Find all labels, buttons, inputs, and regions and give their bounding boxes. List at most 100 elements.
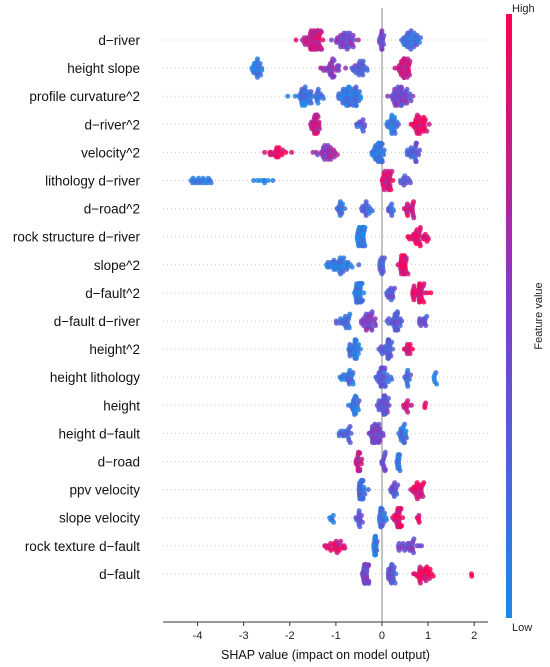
shap-point [407,58,413,64]
shap-point [362,243,368,249]
x-axis: -4 -3 -2 -1 0 1 2 SHAP value (impact on model … [163,621,488,662]
shap-point [403,428,409,434]
shap-point [407,180,413,186]
shap-point [341,255,347,261]
shap-point [389,213,395,218]
shap-point [336,63,342,69]
colorbar-gradient [506,14,512,618]
shap-point [417,147,423,153]
shap-point [339,210,345,216]
shap-point [342,206,348,212]
shap-point [398,506,404,512]
shap-point [353,84,359,90]
shap-point [405,271,411,277]
shap-point [423,323,429,329]
feature-label: rock texture d−fault [25,539,140,554]
shap-point [414,140,419,146]
shap-point [395,310,401,316]
shap-point [285,93,291,99]
shap-point [302,84,308,90]
shap-point [360,58,366,64]
shap-point [390,295,396,300]
shap-point [418,35,423,41]
shap-point [348,430,354,436]
shap-point [320,96,326,101]
shap-point [410,93,416,99]
shap-point [255,56,260,62]
shap-point [381,187,387,193]
x-tick-label: -3 [239,630,249,642]
shap-point [426,236,431,242]
shap-point [360,72,366,78]
shap-point [411,283,417,289]
shap-point [382,365,388,371]
shap-point [417,131,423,136]
x-ticks: -4 -3 -2 -1 0 1 2 [193,622,477,642]
shap-point [394,491,400,497]
shap-point [389,168,395,174]
shap-point [331,519,337,525]
shap-point [374,538,380,544]
shap-point [351,37,357,43]
feature-label: d−fault^2 [85,286,140,301]
shap-point [399,523,405,529]
shap-point [405,367,411,373]
feature-label: d−road [98,455,140,470]
shap-point [421,281,427,287]
shap-point [353,103,359,109]
shap-point [433,370,439,376]
shap-point [374,547,380,553]
shap-point [372,316,378,322]
shap-point [373,323,378,329]
shap-point [331,73,337,79]
plot-area [163,8,488,622]
shap-point [417,580,423,586]
shap-point [336,67,342,73]
shap-point [262,149,268,155]
shap-point [357,466,363,472]
shap-point [360,297,366,303]
shap-point [405,409,411,415]
shap-point [397,452,403,458]
shap-point [416,519,422,525]
shap-point [409,346,415,352]
shap-point [275,154,281,160]
shap-point [362,491,368,497]
shap-point [350,32,356,38]
shap-point [334,320,339,326]
shap-point [427,576,432,581]
shap-point [381,32,387,38]
shap-point [369,309,375,315]
feature-label: d−river [98,33,140,48]
shap-point [360,496,366,502]
shap-point [320,37,326,43]
x-tick-label: -2 [285,630,295,642]
x-tick-label: -1 [331,630,341,642]
shap-point [391,564,397,570]
shap-point [336,547,342,553]
shap-point [316,126,322,132]
shap-point [357,524,363,530]
shap-point [407,342,413,347]
shap-point [356,342,362,347]
shap-point [408,98,414,104]
shap-point [358,96,364,101]
shap-point [270,178,276,183]
shap-point [390,178,396,183]
shap-point [395,327,401,333]
shap-point [411,297,417,303]
shap-point [357,89,362,95]
feature-label: ppv velocity [69,483,140,498]
shap-point [422,117,428,123]
feature-label: slope^2 [94,258,140,273]
shap-point [379,159,385,165]
shap-point [308,100,314,106]
shap-point [416,152,422,158]
shap-point [347,440,353,446]
shap-point [329,37,334,43]
shap-point [417,225,423,230]
shap-point [420,494,426,499]
shap-point [359,512,364,518]
shap-point [251,178,257,183]
shap-point [396,121,401,127]
